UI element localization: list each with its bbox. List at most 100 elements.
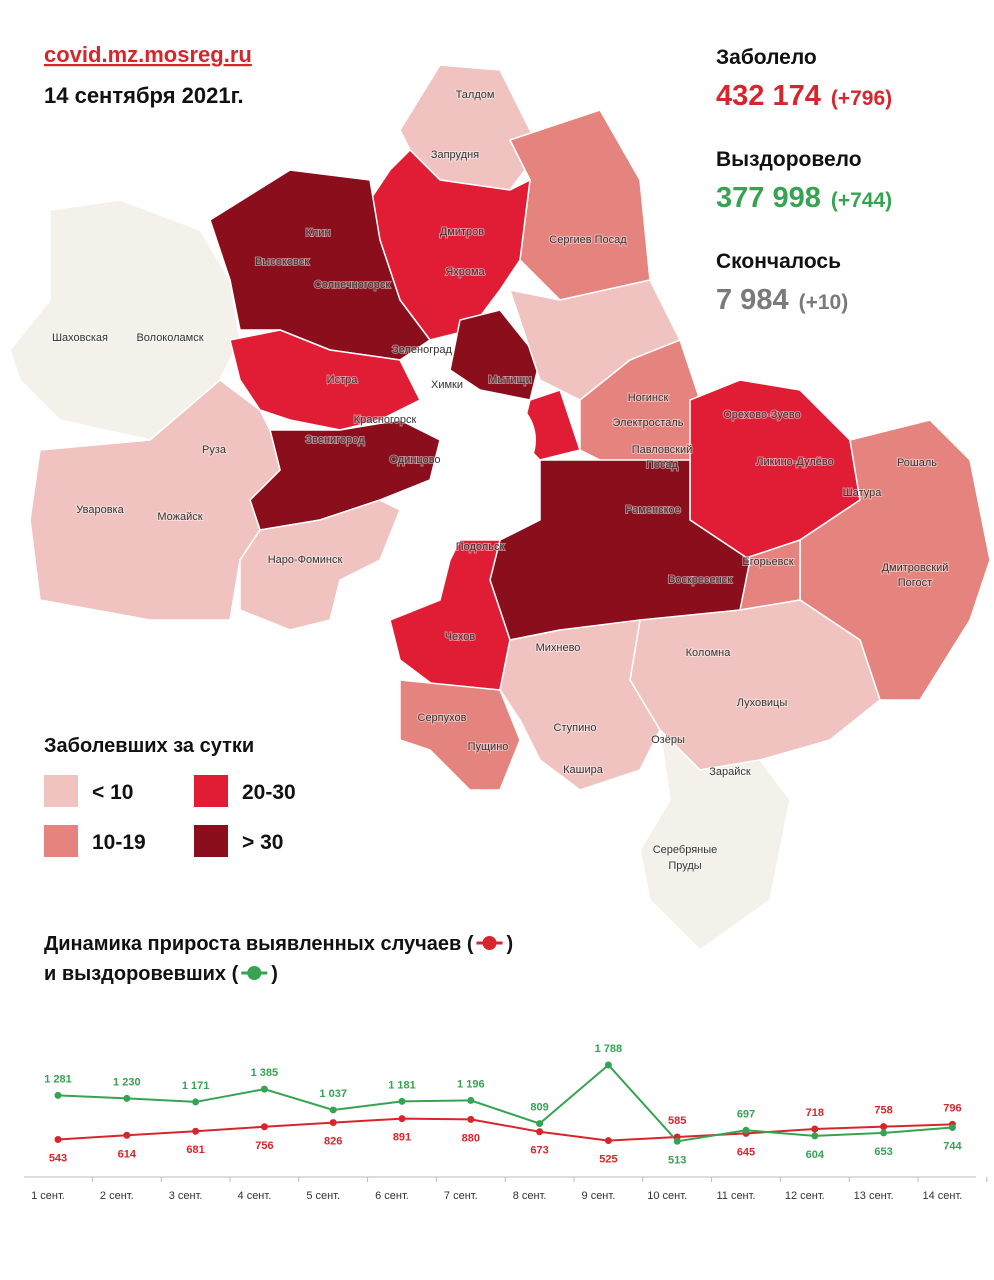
legend-swatch	[194, 825, 228, 857]
data-point	[123, 1094, 131, 1102]
data-point	[329, 1119, 337, 1127]
district-label: Красногорск	[354, 414, 417, 426]
district-label: Руза	[202, 444, 227, 456]
data-label: 1 171	[182, 1080, 210, 1092]
chart-title: )	[507, 933, 514, 955]
district-label: Сергиев Посад	[549, 234, 627, 246]
region	[209, 169, 431, 361]
district-label: Волоколамск	[136, 332, 203, 344]
data-label: 604	[806, 1149, 825, 1161]
district-label: Запрудня	[431, 149, 479, 161]
district-label: Звенигород	[305, 434, 365, 446]
legend-marker	[482, 936, 497, 950]
district-label: Егорьевск	[742, 556, 793, 568]
stat-label: Скончалось	[716, 250, 841, 273]
district-label: Луховицы	[737, 697, 788, 709]
region	[389, 539, 511, 691]
data-point	[948, 1123, 956, 1131]
data-point	[604, 1061, 612, 1069]
stat-label: Заболело	[716, 46, 817, 69]
district-label: Воскресенск	[668, 574, 732, 586]
x-tick-label: 9 сент.	[582, 1190, 616, 1202]
data-label: 653	[874, 1146, 892, 1158]
district-label: Высоковск	[255, 256, 309, 268]
district-label: Орехово-Зуево	[723, 409, 801, 421]
data-point	[54, 1136, 62, 1144]
region	[29, 379, 281, 621]
district-label: Посад	[646, 459, 679, 471]
x-tick-label: 14 сент.	[922, 1190, 962, 1202]
district-label: Ступино	[554, 722, 597, 734]
data-point	[398, 1097, 406, 1105]
data-point	[811, 1125, 819, 1133]
data-point	[673, 1137, 681, 1145]
site-link[interactable]: covid.mz.mosreg.ru	[44, 42, 252, 67]
district-label: Рошаль	[897, 457, 937, 469]
stat-value: 432 174	[716, 80, 821, 112]
data-label: 880	[462, 1132, 480, 1144]
data-label: 673	[530, 1145, 548, 1157]
data-point	[123, 1131, 131, 1139]
stat-delta: (+796)	[831, 87, 892, 110]
chart-title: Динамика прироста выявленных случаев (	[44, 933, 474, 955]
district-label: Ликино-Дулёво	[756, 456, 834, 468]
stat-delta: (+744)	[831, 189, 892, 212]
legend-swatch	[44, 775, 78, 807]
data-point	[192, 1127, 200, 1135]
data-label: 645	[737, 1146, 755, 1158]
data-point	[54, 1091, 62, 1099]
data-label: 1 281	[44, 1073, 72, 1085]
stats: Заболело 432 174 (+796) Выздоровело 377 998 (…	[716, 46, 892, 316]
data-label: 718	[806, 1107, 824, 1119]
district-label: Зеленоград	[392, 344, 452, 356]
x-tick-label: 10 сент.	[647, 1190, 687, 1202]
data-point	[604, 1137, 612, 1145]
legend-label: > 30	[242, 831, 283, 854]
data-label: 756	[255, 1140, 273, 1152]
region	[499, 619, 661, 791]
district-label: Наро-Фоминск	[268, 554, 343, 566]
district-label: Уваровка	[76, 504, 124, 516]
data-label: 525	[599, 1154, 617, 1166]
data-label: 614	[118, 1148, 137, 1160]
data-point	[192, 1098, 200, 1106]
data-point	[467, 1115, 475, 1123]
data-label: 1 181	[388, 1079, 416, 1091]
data-point	[398, 1115, 406, 1123]
series-line	[57, 1063, 953, 1143]
stat-value: 377 998	[716, 182, 821, 214]
district-label: Дмитровский	[882, 562, 949, 574]
district-label: Электросталь	[613, 417, 684, 429]
district-label: Подольск	[456, 541, 505, 553]
district-label: Одинцово	[389, 454, 440, 466]
moscow	[444, 394, 536, 486]
district-label: Чехов	[445, 631, 476, 643]
map: Талдом Запрудня Дмитров Яхрома Сергиев Посад…	[9, 64, 991, 951]
data-label: 543	[49, 1153, 67, 1165]
x-tick-label: 3 сент.	[169, 1190, 203, 1202]
data-point	[536, 1128, 544, 1136]
district-label: Погост	[898, 577, 932, 589]
district-label: Серебряные	[653, 844, 718, 856]
district-label: Пущино	[468, 741, 509, 753]
region	[229, 329, 421, 431]
data-label: 585	[668, 1115, 686, 1127]
district-label: Химки	[431, 379, 463, 391]
region	[239, 499, 401, 631]
region	[639, 729, 791, 951]
district-label: Серпухов	[418, 712, 467, 724]
region	[399, 679, 521, 791]
district-label: Шаховская	[52, 332, 108, 344]
data-label: 809	[530, 1102, 548, 1114]
legend-title: Заболевших за сутки	[44, 735, 254, 757]
legend-label: < 10	[92, 781, 133, 804]
x-tick-label: 8 сент.	[513, 1190, 547, 1202]
data-label: 1 037	[319, 1088, 347, 1100]
x-tick-label: 5 сент.	[306, 1190, 340, 1202]
data-point	[742, 1126, 750, 1134]
data-label: 744	[943, 1140, 962, 1152]
district-label: Пруды	[668, 860, 701, 872]
chart-title: и выздоровевших (	[44, 963, 239, 985]
district-label: Солнечногорск	[314, 279, 390, 291]
